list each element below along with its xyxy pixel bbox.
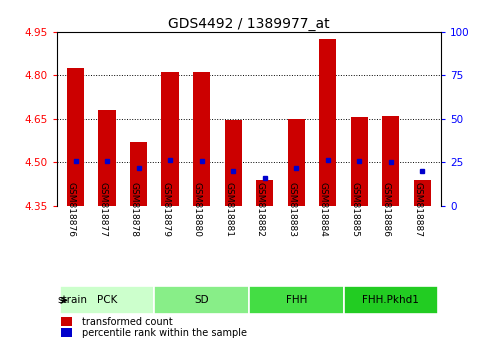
Bar <box>61 329 72 337</box>
Text: GSM818886: GSM818886 <box>382 182 391 237</box>
Bar <box>193 73 211 206</box>
Bar <box>67 68 84 206</box>
Text: GSM818876: GSM818876 <box>67 182 75 237</box>
Bar <box>287 120 305 206</box>
Text: GSM818885: GSM818885 <box>351 182 359 237</box>
Bar <box>162 73 179 206</box>
Bar <box>224 120 242 206</box>
Text: SD: SD <box>194 295 209 306</box>
Bar <box>351 118 368 206</box>
Text: GSM818878: GSM818878 <box>130 182 139 237</box>
Bar <box>319 39 336 206</box>
Bar <box>130 142 147 206</box>
Text: GSM818882: GSM818882 <box>256 182 265 236</box>
Bar <box>414 180 431 206</box>
Text: transformed count: transformed count <box>82 316 173 326</box>
Text: strain: strain <box>58 295 88 306</box>
Bar <box>154 286 249 314</box>
Text: percentile rank within the sample: percentile rank within the sample <box>82 328 246 338</box>
Bar <box>249 286 344 314</box>
Text: GSM818877: GSM818877 <box>98 182 107 237</box>
Text: GSM818883: GSM818883 <box>287 182 296 237</box>
Title: GDS4492 / 1389977_at: GDS4492 / 1389977_at <box>168 17 330 31</box>
Bar <box>99 110 116 206</box>
Text: FHH: FHH <box>285 295 307 306</box>
Bar <box>60 286 154 314</box>
Text: GSM818879: GSM818879 <box>161 182 170 237</box>
Text: PCK: PCK <box>97 295 117 306</box>
Bar <box>256 180 274 206</box>
Bar <box>344 286 438 314</box>
Bar <box>61 317 72 326</box>
Text: FHH.Pkhd1: FHH.Pkhd1 <box>362 295 419 306</box>
Text: GSM818884: GSM818884 <box>319 182 328 236</box>
Text: GSM818881: GSM818881 <box>224 182 233 237</box>
Text: GSM818887: GSM818887 <box>413 182 423 237</box>
Text: GSM818880: GSM818880 <box>193 182 202 237</box>
Bar <box>382 116 399 206</box>
